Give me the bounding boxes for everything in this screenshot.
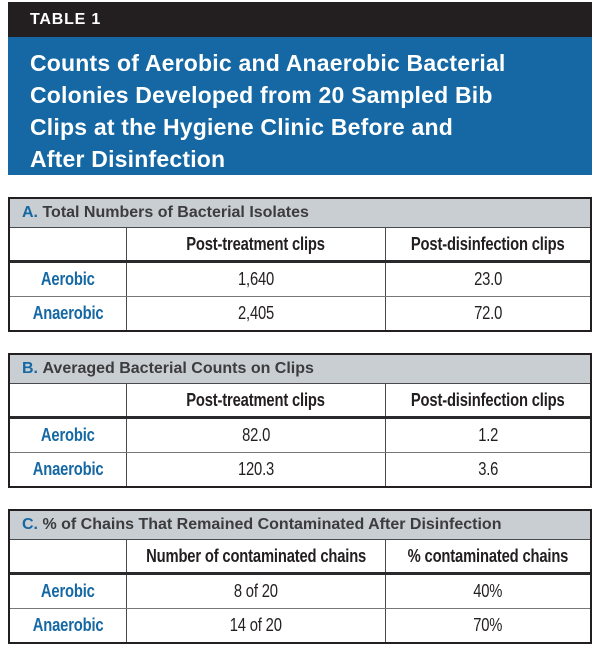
table-b-section-title: B. Averaged Bacterial Counts on Clips (10, 355, 590, 384)
table-c: C. % of Chains That Remained Contaminate… (8, 509, 592, 644)
column-header-label: Post-treatment clips (186, 233, 326, 254)
table-title-line: Counts of Aerobic and Anaerobic Bacteria… (30, 50, 506, 76)
section-letter: A. (22, 204, 43, 221)
table-b-header-row: Post-treatment clips Post-disinfection c… (10, 384, 590, 419)
header-cell-contaminated-chains: Number of contaminated chains (126, 540, 385, 572)
value-cell: 2,405 (126, 297, 385, 330)
cell-value: 82.0 (241, 425, 271, 445)
header-cell-post-disinfection: Post-disinfection clips (385, 384, 590, 416)
cell-value: 23.0 (473, 269, 503, 289)
table-a-header-row: Post-treatment clips Post-disinfection c… (10, 228, 590, 263)
row-label: Anaerobic (32, 459, 104, 479)
table-title-line: Clips at the Hygiene Clinic Before and (30, 114, 453, 140)
cell-value: 8 of 20 (234, 581, 278, 601)
table-title-line: Colonies Developed from 20 Sampled Bib (30, 82, 493, 108)
table-number-tab: TABLE 1 (8, 2, 592, 37)
header-cell-blank (10, 540, 126, 572)
value-cell: 14 of 20 (126, 609, 385, 642)
value-cell: 40% (385, 575, 590, 608)
row-label: Anaerobic (32, 303, 104, 323)
value-cell: 82.0 (126, 419, 385, 452)
cell-value: 1.2 (477, 425, 499, 445)
column-header-label: Post-treatment clips (186, 389, 326, 410)
table-row-anaerobic: Anaerobic 2,405 72.0 (10, 296, 590, 330)
table-row-aerobic: Aerobic 1,640 23.0 (10, 263, 590, 296)
table-b: B. Averaged Bacterial Counts on Clips Po… (8, 353, 592, 488)
value-cell: 1,640 (126, 263, 385, 296)
header-cell-post-disinfection: Post-disinfection clips (385, 228, 590, 260)
cell-value: 120.3 (237, 459, 275, 479)
header-cell-blank (10, 384, 126, 416)
header-cell-post-treatment: Post-treatment clips (126, 384, 385, 416)
value-cell: 72.0 (385, 297, 590, 330)
row-label-cell: Anaerobic (10, 453, 126, 486)
value-cell: 1.2 (385, 419, 590, 452)
section-title-text: Averaged Bacterial Counts on Clips (42, 360, 314, 377)
column-header-label: % contaminated chains (407, 545, 569, 566)
table-row-aerobic: Aerobic 82.0 1.2 (10, 419, 590, 452)
cell-value: 1,640 (237, 269, 275, 289)
cell-value: 70% (473, 615, 503, 635)
row-label-cell: Aerobic (10, 263, 126, 296)
table-b-grid: Post-treatment clips Post-disinfection c… (10, 384, 590, 486)
section-title-text: % of Chains That Remained Contaminated A… (42, 516, 502, 533)
table-row-anaerobic: Anaerobic 120.3 3.6 (10, 452, 590, 486)
row-label-cell: Aerobic (10, 419, 126, 452)
header-cell-percent-contaminated: % contaminated chains (385, 540, 590, 572)
cell-value: 2,405 (237, 303, 275, 323)
table-a-section-title: A. Total Numbers of Bacterial Isolates (10, 199, 590, 228)
header-cell-post-treatment: Post-treatment clips (126, 228, 385, 260)
section-title-text: Total Numbers of Bacterial Isolates (42, 204, 309, 221)
value-cell: 70% (385, 609, 590, 642)
column-header-label: Post-disinfection clips (411, 389, 565, 410)
cell-value: 3.6 (477, 459, 499, 479)
section-letter: C. (22, 516, 43, 533)
cell-value: 72.0 (473, 303, 503, 323)
table-row-aerobic: Aerobic 8 of 20 40% (10, 575, 590, 608)
table-a: A. Total Numbers of Bacterial Isolates P… (8, 197, 592, 332)
value-cell: 3.6 (385, 453, 590, 486)
row-label: Aerobic (41, 425, 95, 445)
section-letter: B. (22, 360, 43, 377)
cell-value: 14 of 20 (229, 615, 283, 635)
table-c-header-row: Number of contaminated chains % contamin… (10, 540, 590, 575)
table-row-anaerobic: Anaerobic 14 of 20 70% (10, 608, 590, 642)
table-a-grid: Post-treatment clips Post-disinfection c… (10, 228, 590, 330)
value-cell: 8 of 20 (126, 575, 385, 608)
row-label-cell: Aerobic (10, 575, 126, 608)
row-label: Anaerobic (32, 615, 104, 635)
table-c-grid: Number of contaminated chains % contamin… (10, 540, 590, 642)
table-title-line: After Disinfection (30, 146, 226, 172)
table-c-section-title: C. % of Chains That Remained Contaminate… (10, 511, 590, 540)
row-label-cell: Anaerobic (10, 609, 126, 642)
row-label: Aerobic (41, 269, 95, 289)
value-cell: 120.3 (126, 453, 385, 486)
column-header-label: Number of contaminated chains (146, 545, 366, 566)
column-header-label: Post-disinfection clips (411, 233, 565, 254)
table-number-label: TABLE 1 (30, 10, 102, 28)
cell-value: 40% (473, 581, 503, 601)
row-label: Aerobic (41, 581, 95, 601)
value-cell: 23.0 (385, 263, 590, 296)
row-label-cell: Anaerobic (10, 297, 126, 330)
header-cell-blank (10, 228, 126, 260)
table-title-banner: Counts of Aerobic and Anaerobic Bacteria… (8, 37, 592, 175)
